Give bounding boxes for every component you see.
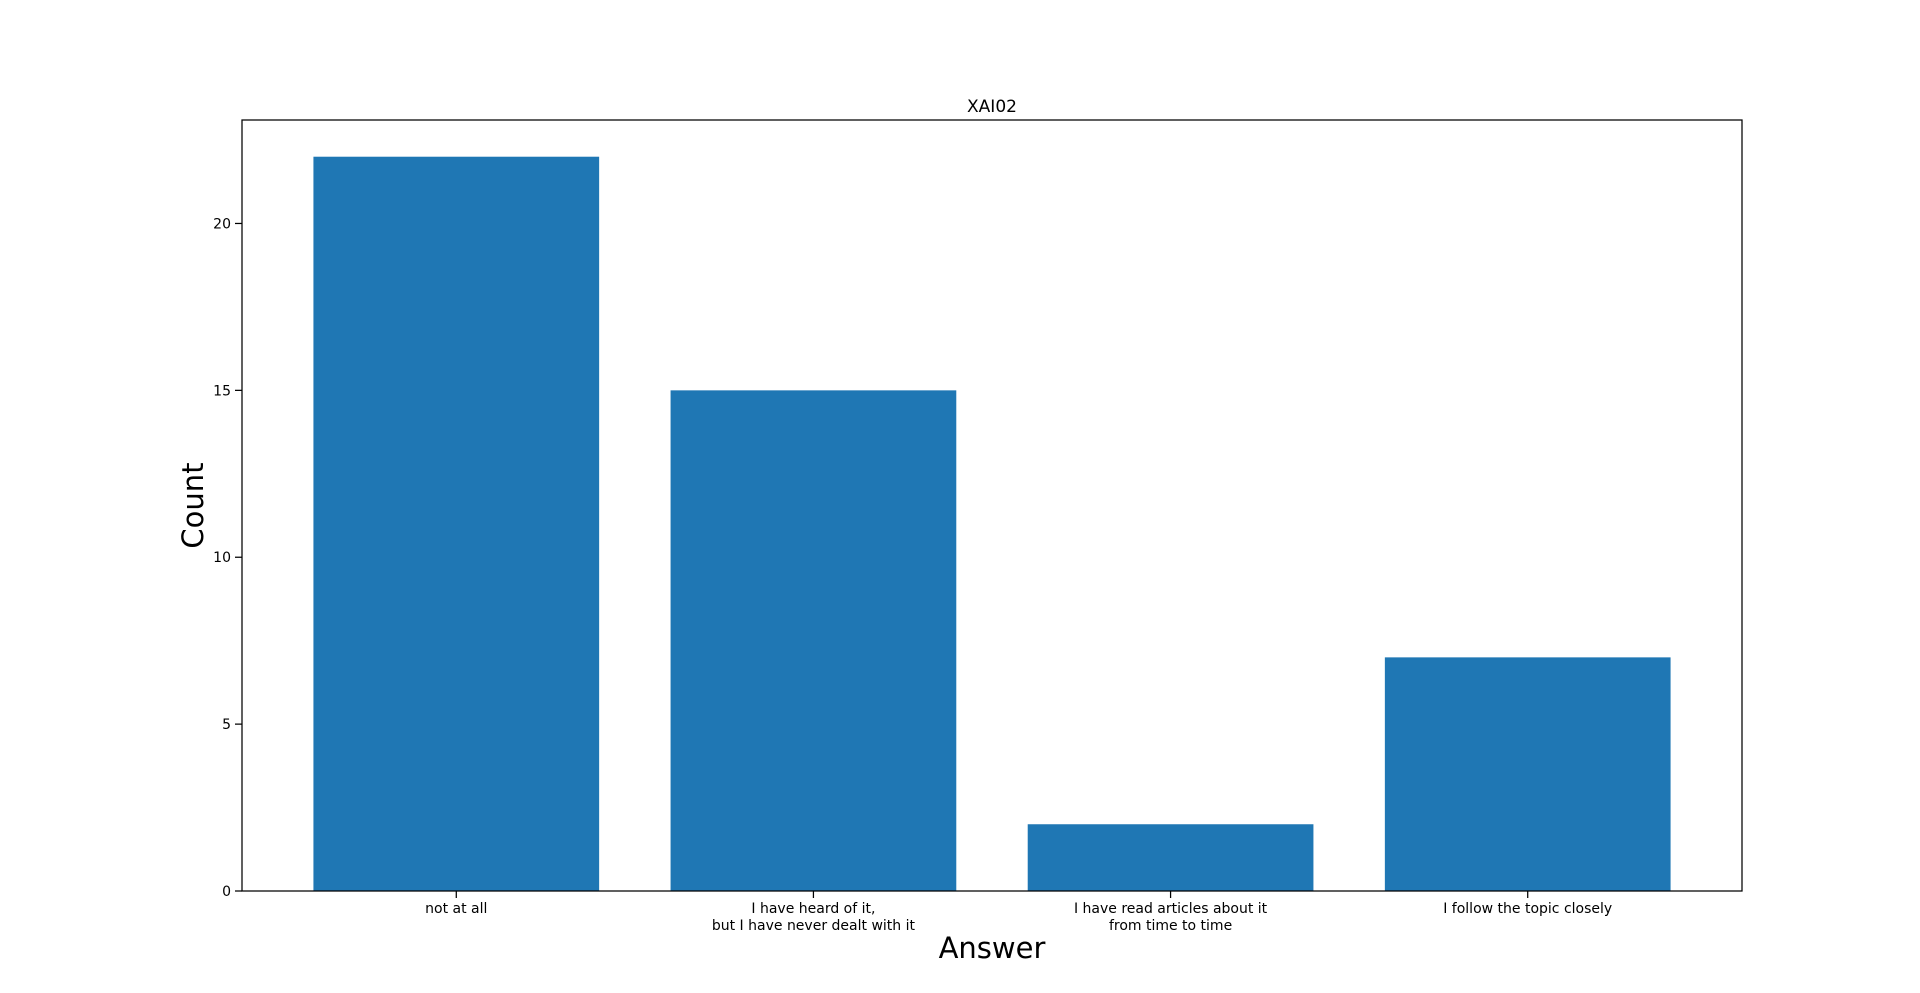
y-axis: 0 5 10 15 20 (213, 216, 242, 900)
bar-2 (1027, 824, 1314, 891)
y-tick-label: 15 (213, 383, 231, 399)
chart-title: XAI02 (967, 97, 1017, 117)
y-tick-label: 20 (213, 216, 231, 232)
y-axis-label: Count (176, 462, 210, 548)
x-tick-label: I have heard of it, but I have never deal… (712, 901, 916, 934)
bar-1 (670, 390, 957, 891)
x-axis: not at all I have heard of it, but I have … (425, 891, 1612, 934)
x-axis-label: Answer (939, 931, 1046, 965)
bars-group (313, 156, 1671, 891)
bar-3 (1384, 657, 1671, 891)
x-tick-label: not at all (425, 901, 487, 917)
bar-0 (313, 156, 600, 891)
x-tick-label: I have read articles about it from time t… (1074, 901, 1268, 934)
y-tick-label: 5 (222, 717, 231, 733)
plot-frame (241, 119, 1743, 892)
x-tick-label: I follow the topic closely (1443, 901, 1612, 917)
y-tick-label: 0 (222, 884, 231, 900)
y-tick-label: 10 (213, 550, 231, 566)
